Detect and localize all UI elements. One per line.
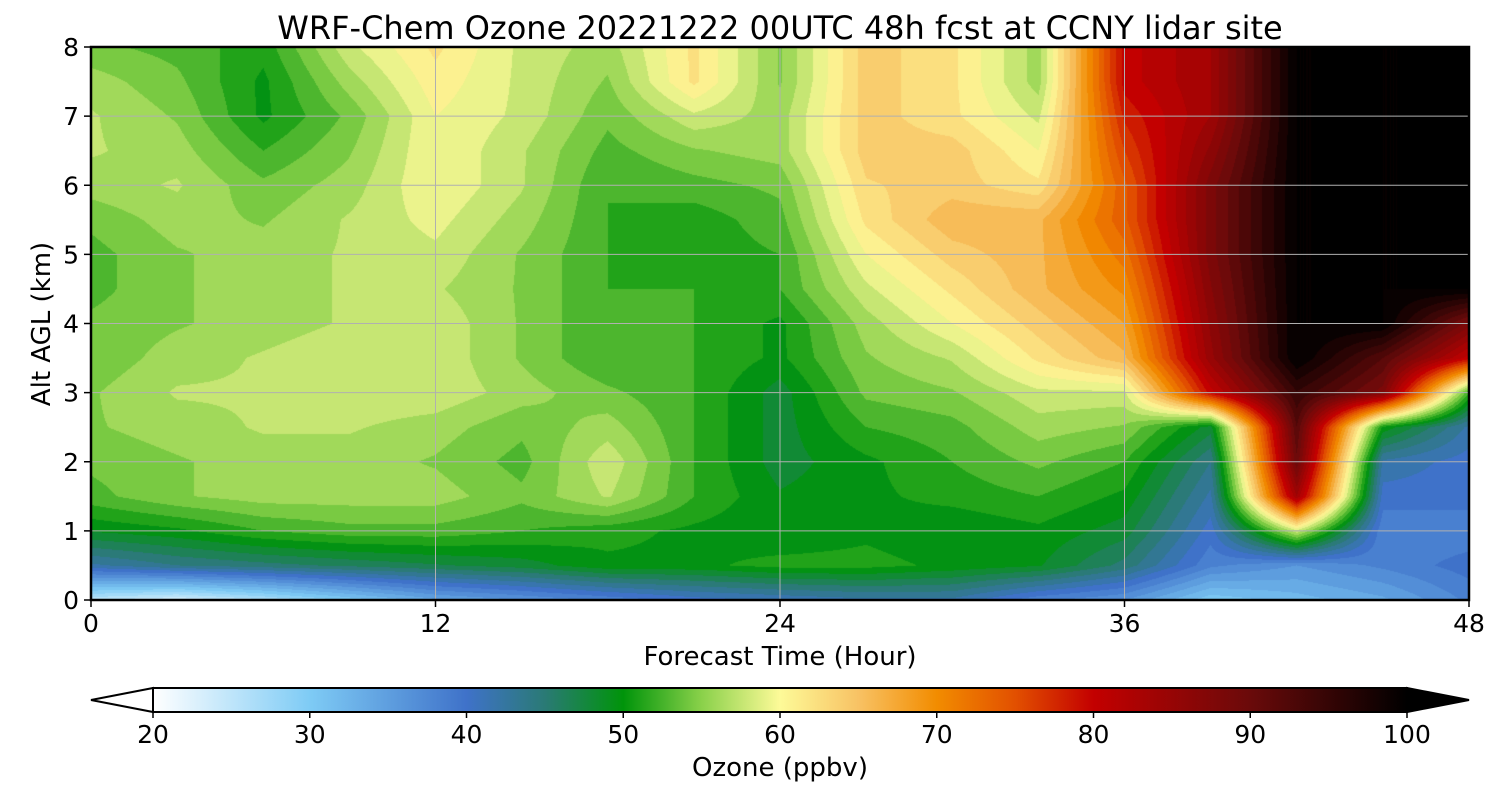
chart-title: WRF-Chem Ozone 20221222 00UTC 48h fcst a… [277,9,1282,47]
colorbar-tick-label: 50 [607,720,639,749]
y-tick-label: 4 [63,310,79,339]
colorbar-tick-label: 40 [451,720,483,749]
colorbar-tick-label: 20 [137,720,169,749]
colorbar-ticks: 20 30 40 50 60 70 80 90 100 [137,712,1431,749]
y-tick-label: 8 [63,33,79,62]
x-tick-label: 12 [420,609,452,638]
colorbar-tick-label: 90 [1234,720,1266,749]
x-tick-label: 0 [83,609,99,638]
colorbar-gradient [153,688,1407,712]
x-tick-label: 36 [1109,609,1141,638]
y-tick-label: 1 [63,517,79,546]
colorbar-tick-label: 80 [1078,720,1110,749]
y-axis-ticks: 0 1 2 3 4 5 6 7 8 [63,33,91,615]
colorbar-max-extension [1406,686,1470,714]
y-tick-label: 3 [63,379,79,408]
x-tick-label: 48 [1453,609,1485,638]
x-tick-label: 24 [764,609,796,638]
y-axis-label: Alt AGL (km) [27,242,57,406]
y-tick-label: 2 [63,448,79,477]
y-tick-label: 7 [63,102,79,131]
colorbar-tick-label: 30 [294,720,326,749]
y-tick-label: 0 [63,586,79,615]
colorbar-tick-label: 60 [764,720,796,749]
y-tick-label: 6 [63,171,79,200]
x-axis-label: Forecast Time (Hour) [643,642,916,672]
x-axis-ticks: 0 12 24 36 48 [83,600,1485,638]
colorbar-min-extension [90,686,154,714]
colorbar-label: Ozone (ppbv) [692,753,868,783]
y-tick-label: 5 [63,240,79,269]
colorbar-tick-label: 70 [921,720,953,749]
colorbar-tick-label: 100 [1383,720,1431,749]
colorbar: 20 30 40 50 60 70 80 90 100 Ozone (ppbv) [90,686,1470,783]
